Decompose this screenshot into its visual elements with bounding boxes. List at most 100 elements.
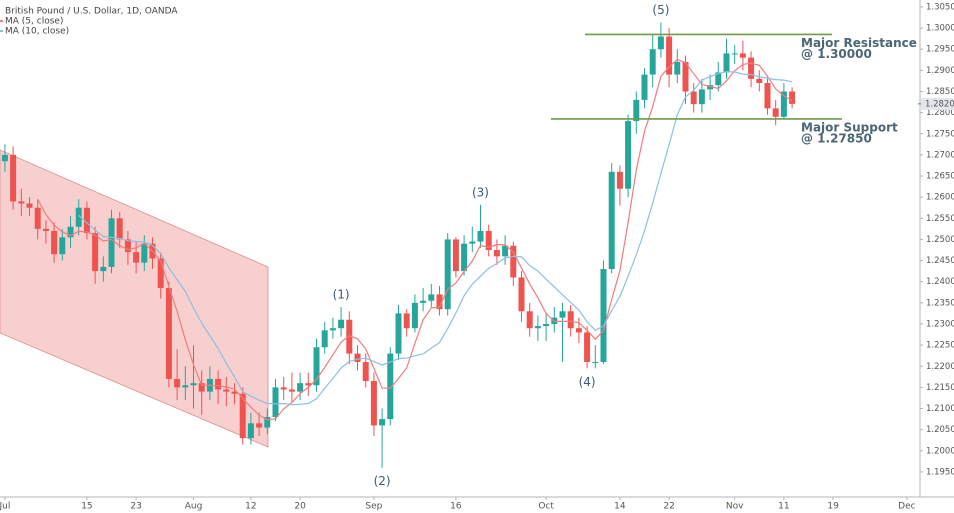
candle-body (182, 385, 189, 388)
candle-body (256, 423, 263, 428)
candle-body (772, 108, 779, 117)
candle-body (174, 378, 181, 388)
x-tick-label: Jul (0, 502, 10, 512)
candle-body (682, 61, 689, 92)
x-tick-label: 19 (827, 502, 839, 512)
level-label: Major Support (801, 120, 898, 134)
candle-body (67, 226, 74, 238)
y-tick-label: 1.22500 (926, 341, 954, 351)
y-tick-label: 1.23500 (926, 298, 954, 308)
candle-body (313, 347, 320, 386)
y-tick-label: 1.22000 (926, 362, 954, 372)
moving-average-line (37, 58, 793, 421)
candle-body (100, 266, 107, 272)
x-tick-label: 12 (245, 502, 256, 512)
candle-body (780, 91, 787, 117)
candle-body (288, 389, 295, 392)
x-tick-label: Sep (365, 502, 382, 512)
level-label: @ 1.30000 (801, 47, 872, 61)
y-tick-label: 1.21000 (926, 404, 954, 414)
x-tick-label: 11 (778, 502, 789, 512)
y-tick-label: 1.27500 (926, 129, 954, 139)
candle-body (1, 154, 8, 162)
candle-body (272, 387, 279, 417)
candle-body (239, 393, 246, 439)
candle-body (280, 387, 287, 390)
x-tick-label: Aug (185, 502, 203, 512)
candle-body (723, 53, 730, 73)
legend-entry: MA (10, close) (5, 27, 69, 37)
y-tick-label: 1.25000 (926, 235, 954, 245)
candle-body (141, 243, 148, 263)
x-tick-label: Oct (538, 502, 554, 512)
x-tick-label: Nov (726, 502, 744, 512)
y-tick-label: 1.24000 (926, 277, 954, 287)
candle-body (403, 313, 410, 329)
y-tick-label: 1.25500 (926, 214, 954, 224)
candle-body (748, 57, 755, 79)
candle-body (469, 241, 476, 244)
candle-body (625, 121, 632, 189)
candle-body (764, 83, 771, 109)
y-tick-label: 1.30000 (926, 24, 954, 34)
candle-body (461, 243, 468, 272)
candle-body (452, 239, 459, 272)
candle-body (584, 332, 591, 363)
y-tick-label: 1.28500 (926, 87, 954, 97)
wave-label: (4) (579, 375, 596, 389)
candle-body (608, 171, 615, 270)
x-tick-label: 23 (130, 502, 141, 512)
candle-body (600, 269, 607, 363)
candle-body (518, 277, 525, 312)
legend-entry: MA (5, close) (5, 17, 63, 27)
candle-body (59, 237, 66, 255)
candle-body (502, 245, 509, 257)
candle-body (674, 61, 681, 75)
candle-body (395, 313, 402, 354)
wave-label: (5) (652, 3, 669, 17)
wave-label: (1) (333, 288, 350, 302)
candle-body (362, 362, 369, 382)
candle-body (297, 383, 304, 392)
x-tick-label: 14 (614, 502, 626, 512)
candle-body (26, 203, 33, 208)
candle-body (215, 378, 222, 390)
candle-body (510, 245, 517, 278)
y-tick-label: 1.29000 (926, 66, 954, 76)
candle-body (321, 330, 328, 348)
candle-body (157, 258, 164, 289)
candle-body (739, 53, 746, 58)
candle-body (690, 91, 697, 105)
y-tick-label: 1.24500 (926, 256, 954, 266)
candle-body (641, 74, 648, 100)
wave-label: (2) (374, 474, 391, 488)
candle-body (10, 154, 17, 202)
candle-body (354, 353, 361, 363)
candle-body (420, 300, 427, 303)
candle-body (698, 89, 705, 105)
candle-body (534, 326, 541, 329)
candle-body (190, 383, 197, 386)
candle-body (108, 218, 115, 267)
y-tick-label: 1.23000 (926, 319, 954, 329)
candle-body (387, 353, 394, 420)
candle-body (411, 302, 418, 329)
candle-body (75, 207, 82, 227)
candle-body (567, 311, 574, 329)
y-tick-label: 1.27000 (926, 150, 954, 160)
candle-body (231, 391, 238, 394)
candle-body (247, 423, 254, 439)
level-label: Major Resistance (801, 36, 917, 50)
plot-area: (1) (2) (3) (4) (5) (1, 3, 842, 488)
time-axis-band (0, 497, 920, 513)
x-tick-label: 15 (81, 502, 92, 512)
level-label: @ 1.27850 (801, 131, 872, 145)
last-price-label: 1.28207 (925, 99, 954, 109)
candle-body (42, 228, 49, 231)
y-tick-label: 1.26000 (926, 193, 954, 203)
x-tick-label: 16 (450, 502, 462, 512)
candle-body (657, 36, 664, 50)
candle-body (715, 72, 722, 86)
candle-body (485, 230, 492, 251)
